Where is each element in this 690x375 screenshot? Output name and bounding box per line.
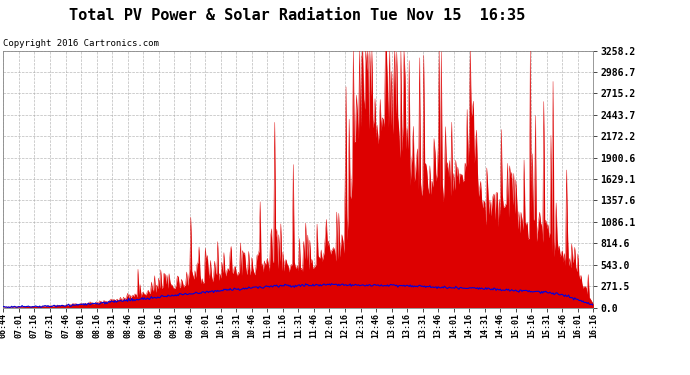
Text: Copyright 2016 Cartronics.com: Copyright 2016 Cartronics.com — [3, 39, 159, 48]
Text: PV Panels  (DC Watts): PV Panels (DC Watts) — [480, 25, 593, 34]
Text: Total PV Power & Solar Radiation Tue Nov 15  16:35: Total PV Power & Solar Radiation Tue Nov… — [68, 8, 525, 22]
Text: Radiation  (W/m2): Radiation (W/m2) — [387, 25, 479, 34]
